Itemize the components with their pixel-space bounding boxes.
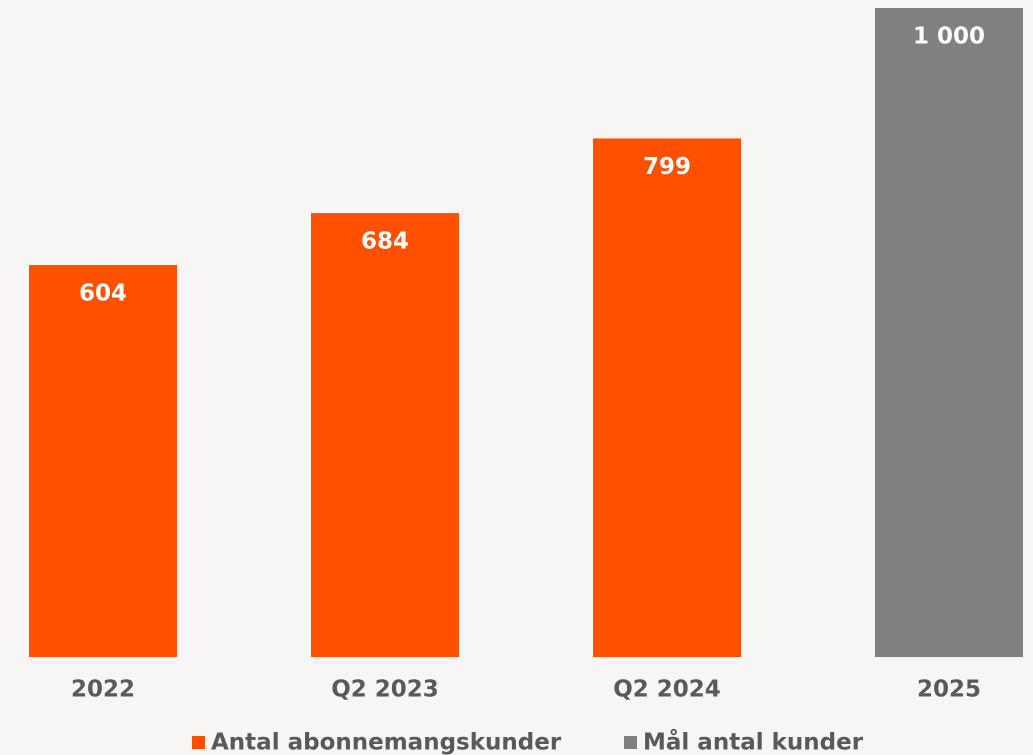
bar [29, 265, 177, 657]
bar [593, 138, 741, 658]
data-label: 684 [361, 229, 409, 255]
legend-label: Mål antal kunder [643, 729, 864, 755]
data-label: 604 [79, 281, 127, 307]
bar [311, 213, 459, 658]
data-label: 799 [643, 154, 691, 180]
bar [875, 8, 1023, 657]
x-tick-label: 2022 [71, 677, 135, 703]
x-tick-label: 2025 [917, 677, 981, 703]
data-label: 1 000 [913, 24, 985, 50]
legend-label: Antal abonnemangskunder [211, 730, 562, 755]
x-tick-label: Q2 2024 [613, 677, 721, 703]
x-tick-label: Q2 2023 [331, 677, 439, 703]
legend-swatch [192, 736, 205, 749]
legend-swatch [624, 736, 637, 749]
